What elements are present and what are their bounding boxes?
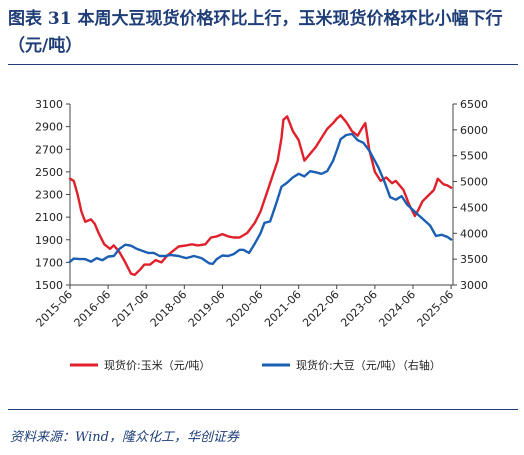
left-tick-label: 3100 (35, 98, 63, 111)
soybean-price-line (68, 132, 453, 266)
x-tick-label: 2023-06 (338, 288, 380, 330)
x-tick-label: 2019-06 (186, 288, 228, 330)
title-divider (8, 64, 518, 65)
source-note: 资料来源：Wind，隆众化工，华创证券 (10, 430, 239, 445)
right-tick-label: 5500 (460, 150, 488, 163)
x-tick-label: 2017-06 (110, 288, 152, 330)
left-tick-label: 2100 (35, 211, 63, 224)
right-tick-label: 3000 (460, 279, 488, 292)
x-tick-label: 2021-06 (262, 288, 304, 330)
right-tick-label: 3500 (460, 253, 488, 266)
left-tick-label: 2300 (35, 189, 63, 202)
x-tick-label: 2018-06 (148, 288, 190, 330)
legend-label: 现货价:玉米（元/吨） (104, 358, 210, 372)
legend-label: 现货价:大豆（元/吨）（右轴） (296, 358, 441, 372)
left-tick-label: 1900 (35, 234, 63, 247)
right-tick-label: 4500 (460, 201, 488, 214)
chart-title: 图表 31 本周大豆现货价格环比上行，玉米现货价格环比小幅下行（元/吨） (8, 9, 503, 56)
chart-area: 3100 2900 2700 2500 2300 2100 1900 1700 1500 6500… (33, 98, 488, 372)
left-tick-label: 2700 (35, 143, 63, 156)
right-tick-label: 4000 (460, 227, 488, 240)
left-tick-label: 1500 (35, 279, 63, 292)
left-tick-label: 2900 (35, 121, 63, 134)
x-tick-label: 2016-06 (72, 288, 114, 330)
left-tick-label: 2500 (35, 166, 63, 179)
x-tick-label: 2020-06 (224, 288, 266, 330)
x-tick-label: 2022-06 (300, 288, 342, 330)
left-tick-label: 1700 (35, 256, 63, 269)
source-divider (8, 409, 518, 410)
x-tick-label: 2024-06 (376, 288, 418, 330)
corn-price-line (68, 114, 453, 277)
x-tick-label: 2025-06 (415, 288, 457, 330)
right-tick-label: 5000 (460, 176, 488, 189)
right-tick-label: 6000 (460, 124, 488, 137)
right-tick-label: 6500 (460, 98, 488, 111)
x-tick-label: 2015-06 (33, 288, 75, 330)
